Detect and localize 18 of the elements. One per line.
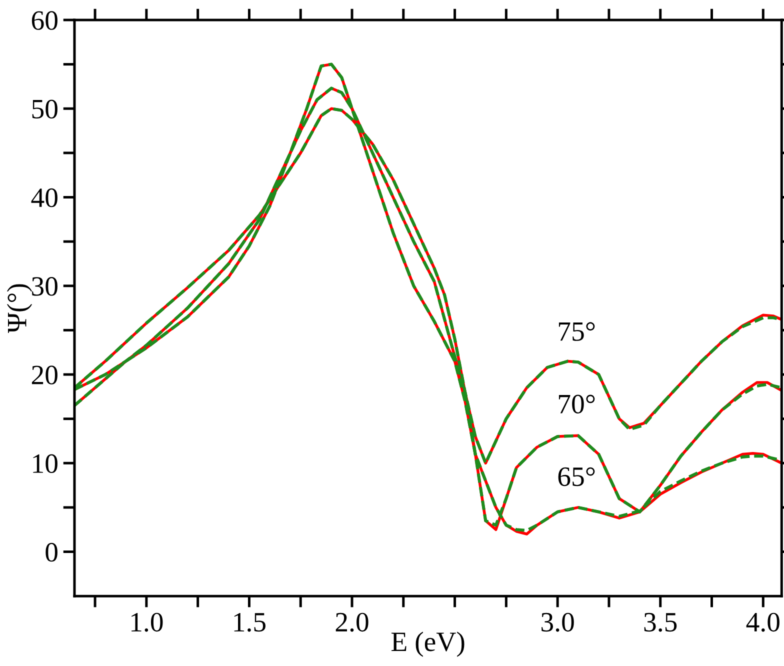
x-tick-label: 1.5 [234,612,266,632]
x-tick-label: 3.5 [644,612,677,632]
x-tick-label: 1.0 [132,612,163,632]
y-axis-title: Ψ(°) [6,284,32,333]
x-tick-label: 2.0 [336,612,368,632]
y-tick-label: 50 [32,100,58,119]
x-tick-label: 4.0 [746,612,780,632]
x-tick-label: 3.0 [542,612,574,632]
y-tick-label: 0 [46,542,58,562]
y-tick-label: 40 [31,188,58,208]
y-tick-label: 20 [32,366,58,384]
x-axis-title: E (eV) [391,632,464,657]
y-tick-label: 60 [32,11,58,30]
y-tick-label: 30 [32,277,58,296]
y-tick-label: 10 [33,454,58,474]
annotation: 65° [558,467,595,486]
annotation: 70° [558,394,595,414]
annotation: 75° [558,322,595,341]
